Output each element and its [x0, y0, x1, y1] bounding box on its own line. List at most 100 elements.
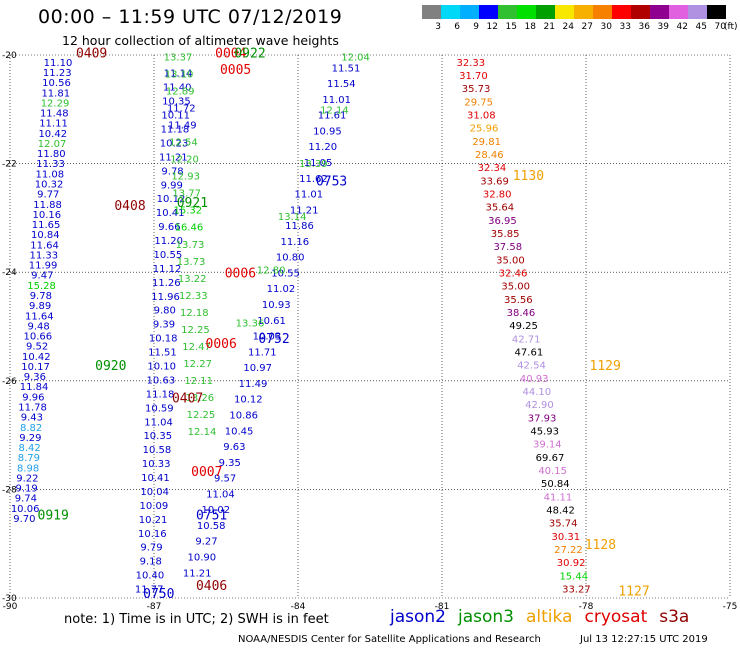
wave-height-label: 9.74 [15, 494, 37, 505]
wave-height-label: 9.79 [140, 543, 162, 554]
legend-label: 18 [524, 22, 536, 32]
legend-swatch [593, 5, 612, 19]
wave-height-label: 35.56 [504, 295, 533, 306]
wave-height-label: 37.58 [493, 242, 522, 253]
wave-height-label: 28.46 [475, 150, 504, 161]
wave-height-label: 11.65 [32, 220, 61, 231]
pass-time-label: 0921 [177, 196, 208, 211]
pass-time-label: 0920 [95, 359, 126, 374]
wave-height-label: 35.85 [491, 229, 520, 240]
legend-label: 39 [657, 22, 669, 32]
wave-height-label: 9.27 [195, 537, 217, 548]
wave-height-label: 10.03 [253, 332, 282, 343]
legend-label: 30 [600, 22, 612, 32]
wave-height-label: 10.42 [38, 129, 67, 140]
wave-height-label: 11.23 [43, 68, 72, 79]
wave-height-label: 11.51 [148, 348, 177, 359]
wave-height-label: 11.21 [159, 152, 188, 163]
wave-height-label: 10.23 [160, 138, 189, 149]
wave-height-label: 12.25 [187, 410, 216, 421]
wave-height-label: 32.34 [478, 163, 507, 174]
wave-height-label: 29.75 [464, 97, 493, 108]
wave-height-label: 10.66 [24, 332, 53, 343]
wave-height-label: 10.61 [257, 316, 286, 327]
wave-height-label: 10.86 [229, 410, 258, 421]
wave-height-label: 38.46 [507, 308, 536, 319]
wave-height-label: 8.98 [17, 463, 39, 474]
lat-tick-label: -20 [2, 51, 17, 61]
wave-height-label: 13.39 [299, 159, 328, 170]
wave-height-label: 33.27 [562, 585, 591, 596]
map-subtitle: 12 hour collection of altimeter wave hei… [62, 33, 339, 48]
pass-time-label: 0751 [196, 508, 227, 523]
wave-height-label: 35.73 [462, 84, 491, 95]
wave-height-label: 44.10 [522, 387, 551, 398]
wave-height-label: 42.54 [517, 361, 546, 372]
wave-height-label: 11.21 [290, 205, 319, 216]
legend-label: 33 [619, 22, 631, 32]
wave-height-label: 12.14 [188, 427, 217, 438]
wave-height-label: 9.66 [158, 222, 180, 233]
pass-time-label: 0919 [38, 508, 69, 523]
wave-height-label: 69.67 [536, 453, 565, 464]
wave-height-label: 10.97 [243, 363, 272, 374]
wave-height-label: 9.43 [21, 413, 43, 424]
wave-height-label: 10.40 [136, 571, 165, 582]
wave-height-label: 11.20 [308, 142, 337, 153]
wave-height-label: 9.89 [29, 301, 51, 312]
wave-height-label: 15.44 [559, 571, 588, 582]
pass-time-label: 0005 [220, 63, 251, 78]
wave-height-label: 10.12 [234, 395, 263, 406]
wave-height-label: 13.77 [172, 189, 201, 200]
wave-height-label: 9.78 [161, 166, 183, 177]
wave-height-label: 12.27 [183, 359, 212, 370]
lon-tick-label: -75 [723, 602, 738, 612]
pass-time-label: 0408 [114, 199, 145, 214]
wave-height-label: 10.16 [138, 529, 167, 540]
wave-height-label: 11.04 [206, 489, 235, 500]
wave-height-label: 33.69 [480, 176, 509, 187]
wave-height-label: 12.89 [166, 86, 195, 97]
wave-height-label: 11.26 [152, 278, 181, 289]
legend-label: 42 [676, 22, 688, 32]
wave-height-label: 36.95 [488, 216, 517, 227]
satellite-legend: jason2 jason3 altika cryosat s3a [390, 607, 701, 627]
wave-height-label: 32.46 [499, 269, 528, 280]
wave-height-label: 35.74 [549, 519, 578, 530]
wave-height-label: 10.02 [201, 505, 230, 516]
wave-height-label: 35.64 [486, 203, 515, 214]
wave-height-label: 10.56 [42, 78, 71, 89]
wave-height-label: 11.64 [30, 240, 59, 251]
wave-height-label: 11.51 [332, 63, 361, 74]
legend-label: 36 [638, 22, 650, 32]
wave-height-label: 11.16 [281, 237, 310, 248]
lon-tick-label: -90 [3, 602, 18, 612]
legend-swatch [707, 5, 726, 19]
pass-time-label: 0753 [316, 174, 347, 189]
color-legend: 3 6 9 12 15 18 21 24 27 30 33 36 39 42 45 70 (ft) [422, 5, 738, 32]
wave-height-label: 32.80 [483, 190, 512, 201]
satellite-label: cryosat [584, 607, 648, 627]
wave-height-label: 12.25 [181, 325, 210, 336]
wave-height-label: 42.71 [512, 334, 541, 345]
wave-height-label: 11.20 [154, 236, 183, 247]
satellite-label: jason2 [390, 607, 446, 627]
wave-height-label: 13.26 [185, 393, 214, 404]
wave-height-label: 13.10 [165, 69, 194, 80]
wave-height-label: 11.77 [135, 585, 164, 596]
map-title: 00:00 – 11:59 UTC 07/12/2019 [38, 6, 343, 28]
wave-height-label: 10.63 [147, 375, 176, 386]
pass-time-label: 0409 [76, 47, 107, 62]
legend-swatch [536, 5, 555, 19]
wave-height-label: 31.70 [459, 71, 488, 82]
wave-height-label: 12.29 [41, 98, 70, 109]
generated-timestamp: Jul 13 12:27:15 UTC 2019 [580, 634, 708, 645]
wave-height-label: 10.33 [142, 459, 171, 470]
legend-swatch [612, 5, 631, 19]
wave-height-label: 10.95 [313, 126, 342, 137]
legend-swatch [479, 5, 498, 19]
wave-height-label: 11.72 [167, 104, 196, 115]
wave-height-label: 11.08 [35, 169, 64, 180]
wave-height-label: 9.63 [223, 442, 245, 453]
wave-height-label: 9.48 [27, 321, 49, 332]
